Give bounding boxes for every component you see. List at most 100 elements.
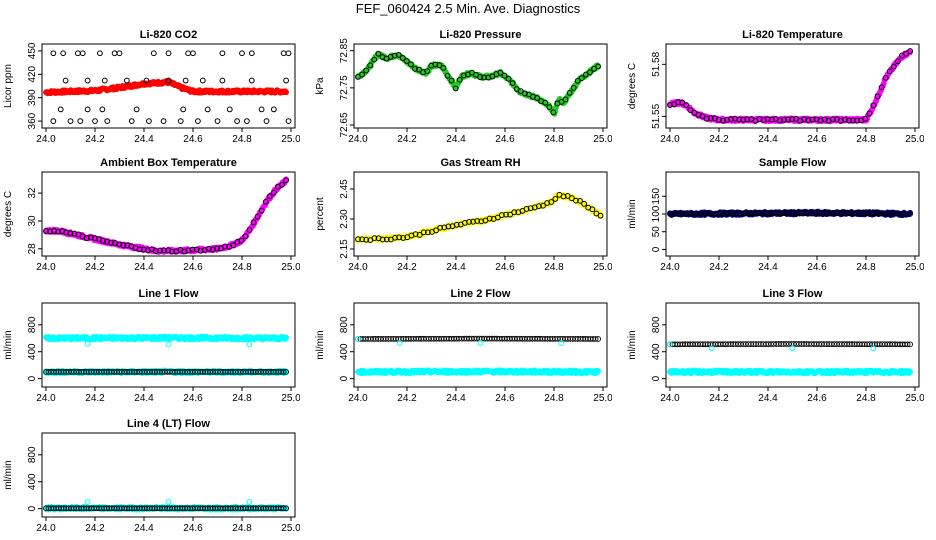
data-point bbox=[254, 213, 261, 220]
data-point bbox=[396, 234, 403, 241]
y-tick-label: 0 bbox=[651, 375, 662, 381]
data-point bbox=[222, 243, 228, 250]
data-point bbox=[503, 211, 509, 218]
data-point bbox=[494, 214, 501, 221]
data-point bbox=[375, 50, 382, 57]
data-point bbox=[890, 63, 897, 70]
y-tick-label: 28 bbox=[27, 243, 38, 255]
data-point bbox=[283, 177, 290, 184]
x-tick-label: 24.8 bbox=[856, 262, 876, 273]
x-tick-label: 25.0 bbox=[905, 262, 924, 273]
data-point bbox=[248, 50, 255, 57]
data-point bbox=[809, 116, 816, 123]
x-tick-label: 24.4 bbox=[446, 134, 466, 145]
x-tick-label: 24.0 bbox=[36, 523, 56, 534]
data-point bbox=[444, 72, 451, 79]
data-point bbox=[84, 340, 91, 347]
data-point bbox=[907, 369, 913, 375]
data-point bbox=[128, 118, 135, 124]
data-point bbox=[412, 65, 418, 72]
data-point bbox=[47, 228, 53, 235]
data-point bbox=[801, 116, 808, 122]
data-point bbox=[181, 248, 188, 255]
data-point bbox=[123, 77, 130, 84]
data-point bbox=[527, 205, 534, 212]
data-point bbox=[279, 181, 285, 188]
data-point bbox=[63, 229, 70, 236]
data-point bbox=[209, 246, 216, 253]
data-point bbox=[108, 239, 115, 246]
panel-line1-flow: Line 1 Flow 24.0 24.2 24.4 24.6 24.8 25.0 0 400 8… bbox=[0, 287, 300, 409]
y-tick-label: 0 bbox=[339, 375, 350, 381]
data-point bbox=[667, 341, 673, 348]
x-tick-label: 24.6 bbox=[807, 393, 827, 404]
chart-svg-rh: Gas Stream RH 24.0 24.2 24.4 24.6 24.8 25.0 2.1… bbox=[315, 157, 612, 273]
data-point bbox=[878, 84, 885, 91]
data-point bbox=[715, 116, 722, 123]
data-point bbox=[523, 206, 530, 212]
data-point bbox=[511, 209, 518, 216]
data-point bbox=[445, 223, 452, 230]
data-point bbox=[907, 48, 914, 54]
data-point bbox=[367, 62, 374, 69]
data-point bbox=[262, 198, 269, 205]
data-point bbox=[708, 345, 715, 352]
data-point bbox=[850, 117, 857, 124]
data-point bbox=[764, 116, 771, 122]
data-point bbox=[497, 69, 504, 76]
x-tick-label: 24.6 bbox=[495, 262, 515, 273]
data-point bbox=[199, 77, 206, 84]
x-tick-label: 24.2 bbox=[85, 393, 105, 404]
data-point bbox=[355, 336, 361, 342]
data-point bbox=[285, 50, 292, 57]
data-point bbox=[595, 336, 601, 342]
data-point bbox=[180, 106, 187, 113]
data-point bbox=[359, 71, 365, 78]
data-point bbox=[111, 50, 118, 57]
data-point bbox=[161, 247, 167, 254]
data-point bbox=[882, 75, 889, 81]
data-point bbox=[395, 51, 402, 58]
y-tick-label: 400 bbox=[27, 473, 38, 490]
data-point bbox=[552, 196, 559, 202]
data-point bbox=[679, 99, 686, 106]
data-point bbox=[283, 77, 290, 84]
data-point bbox=[703, 115, 710, 122]
chart-svg-sampleflow: Sample Flow 24.0 24.2 24.4 24.6 24.8 25.0 0 50 10… bbox=[627, 157, 924, 273]
data-point bbox=[550, 109, 557, 116]
data-point bbox=[436, 62, 443, 69]
data-point bbox=[420, 229, 427, 236]
data-point bbox=[461, 219, 468, 226]
plot-frame bbox=[41, 432, 296, 518]
data-point bbox=[371, 56, 378, 63]
chart-svg-licortemp: Li-820 Temperature 24.0 24.2 24.4 24.6 24.8 25… bbox=[627, 29, 924, 145]
data-point bbox=[595, 63, 602, 70]
x-tick-label: 24.0 bbox=[36, 134, 56, 145]
data-point bbox=[760, 117, 767, 123]
data-point bbox=[424, 68, 431, 75]
data-point bbox=[562, 96, 569, 103]
y-axis-label: ml/min bbox=[315, 330, 326, 359]
data-point bbox=[239, 50, 245, 57]
data-point bbox=[51, 228, 58, 234]
data-point bbox=[870, 345, 877, 352]
data-point bbox=[143, 77, 150, 84]
y-tick-label: 400 bbox=[27, 343, 38, 360]
x-tick-label: 24.4 bbox=[758, 134, 778, 145]
data-point bbox=[744, 116, 751, 123]
data-point bbox=[854, 117, 861, 124]
y-tick-label: 72.85 bbox=[339, 38, 350, 63]
y-tick-label: 51.58 bbox=[651, 51, 662, 76]
chart-title: Gas Stream RH bbox=[440, 157, 520, 169]
figure-title: FEF_060424 2.5 Min. Ave. Diagnostics bbox=[355, 1, 581, 16]
data-point bbox=[246, 498, 253, 505]
data-point bbox=[481, 74, 488, 81]
data-point bbox=[99, 106, 106, 113]
x-tick-label: 24.8 bbox=[232, 523, 252, 534]
data-point bbox=[542, 99, 549, 106]
data-point bbox=[829, 116, 836, 123]
data-point bbox=[79, 50, 86, 57]
data-point bbox=[724, 116, 730, 123]
x-tick-label: 24.6 bbox=[495, 393, 515, 404]
x-tick-label: 25.0 bbox=[281, 134, 300, 145]
